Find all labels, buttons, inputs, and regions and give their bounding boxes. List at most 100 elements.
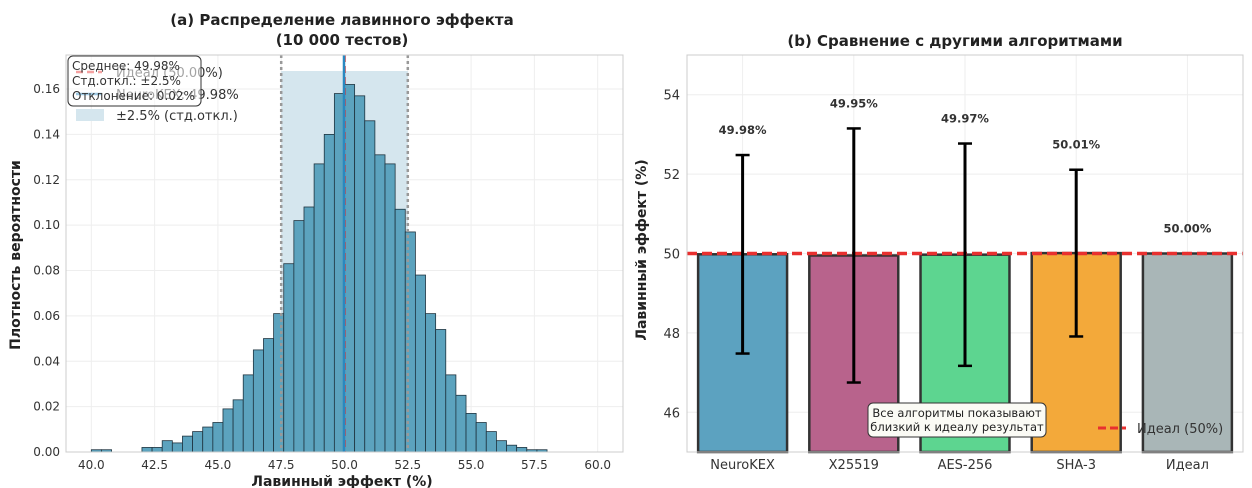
y-tick-label: 0.08 [33,264,60,278]
histogram-bar [141,447,153,453]
y-tick-label-b: 48 [663,327,680,342]
histogram-bar [171,442,183,453]
value-label: 50.01% [1052,138,1100,152]
panel-b-y-label: Лавинный эффект (%) [634,159,650,340]
panel-a-frame [65,54,624,453]
histogram-bar [506,444,518,453]
panel-a: (a) Распределение лавинного эффекта (10 … [8,11,624,488]
value-label: 49.95% [830,96,878,110]
y-tick-label: 0.02 [33,400,60,414]
x-tick-label: 57.5 [521,458,548,472]
histogram-bar [404,231,416,453]
histogram-bar [414,274,426,453]
histogram-bar [202,426,214,453]
histogram-bar [455,394,467,453]
histogram-bar [323,133,335,453]
value-labels: 49.98% 49.95% 49.97% 50.01% 50.00% [719,96,1212,235]
histogram-bar [182,435,193,453]
y-tick-label-b: 52 [663,168,680,183]
histogram-bar [222,408,234,453]
x-tick-label: 52.5 [394,458,421,472]
panel-a-y-label: Плотность вероятности [8,160,24,350]
y-tick-label: 0.14 [33,127,60,141]
histogram-bar [303,206,315,453]
histogram-bar [374,154,386,453]
histogram-bar [242,374,254,453]
panel-a-subtitle: (10 000 тестов) [276,31,409,49]
histogram-bar [354,95,366,453]
category-label: SHA-3 [1056,458,1096,473]
category-label: AES-256 [938,458,993,473]
legend-ideal-b-label: Идеал (50%) [1137,422,1223,437]
stats-deviation: Отклонение: 0.02% [72,89,195,103]
histogram-bar [475,422,487,453]
x-tick-label: 50.0 [331,458,358,472]
histogram-bar [283,263,295,453]
panel-b: (b) Сравнение с другими алгоритмами 49.9… [634,32,1244,473]
panel-b-frame [686,54,1244,453]
histogram-bar [485,431,497,453]
y-tick-label-b: 50 [663,248,680,263]
y-tick-label: 0.16 [33,82,60,96]
x-tick-label: 55.0 [458,458,485,472]
histogram-bar [252,349,264,453]
y-tick-label: 0.00 [33,445,60,459]
stats-mean: Среднее: 49.98% [72,59,180,73]
stats-std: Стд.откл.: ±2.5% [72,74,181,88]
y-tick-label-b: 54 [663,89,680,104]
legend-band-label: ±2.5% (стд.откл.) [116,109,238,124]
histogram-bar [445,374,457,453]
value-label: 50.00% [1163,222,1211,236]
y-tick-label: 0.10 [33,218,60,232]
value-label: 49.98% [719,123,767,137]
y-tick-label-b: 46 [663,406,680,421]
panel-a-x-ticks: 40.0 42.5 45.0 47.5 50.0 52.5 55.0 57.5 60.0 [78,458,611,472]
y-tick-label: 0.04 [33,354,60,368]
histogram-bar [151,447,163,453]
y-tick-label: 0.06 [33,309,60,323]
histogram-bar [313,163,325,453]
panel-a-title: (a) Распределение лавинного эффекта [170,11,513,29]
value-label: 49.97% [941,112,989,126]
category-label: Идеал [1166,458,1209,473]
histogram-bar [465,413,477,453]
histogram-bar [364,120,376,453]
histogram-bar [516,447,528,453]
annotation-box: Все алгоритмы показывают близкий к идеал… [867,402,1047,438]
x-tick-label: 42.5 [141,458,168,472]
histogram-bar [425,313,437,453]
panel-b-title: (b) Сравнение с другими алгоритмами [787,32,1122,50]
x-tick-label: 45.0 [205,458,232,472]
histogram-bar [384,163,396,453]
histogram-bar [435,329,447,453]
panel-b-legend: Идеал (50%) [1098,422,1223,437]
histogram-bar [496,440,507,453]
error-bars [735,127,1084,384]
stats-box-frame [67,55,202,107]
annotation-frame [867,402,1047,438]
x-tick-label: 40.0 [78,458,105,472]
legend-band-swatch [76,109,104,121]
histogram-bar [273,313,285,453]
histogram-bar [394,208,406,453]
annotation-line-2: близкий к идеалу результат [870,420,1044,434]
histogram-bar [212,422,224,453]
histogram-bars [90,84,548,453]
histogram-bar [293,220,305,453]
category-label: X25519 [829,458,879,473]
y-tick-label: 0.12 [33,173,60,187]
annotation-line-1: Все алгоритмы показывают [872,406,1042,420]
panel-a-x-label: Лавинный эффект (%) [251,474,432,488]
histogram-bar [344,84,356,453]
panel-b-y-ticks: 46 48 50 52 54 [663,89,680,422]
histogram-bar [161,440,173,453]
histogram-bar [192,431,204,453]
x-tick-label: 60.0 [584,458,611,472]
histogram-bar [263,338,275,453]
histogram-bar [232,399,244,453]
panel-b-x-ticks: NeuroKEX X25519 AES-256 SHA-3 Идеал [710,458,1209,473]
stats-box: Среднее: 49.98% Стд.откл.: ±2.5% Отклоне… [67,55,202,107]
category-label: NeuroKEX [710,458,775,473]
panel-a-y-ticks: 0.00 0.02 0.04 0.06 0.08 0.10 0.12 0.14 0.16 [33,82,60,459]
